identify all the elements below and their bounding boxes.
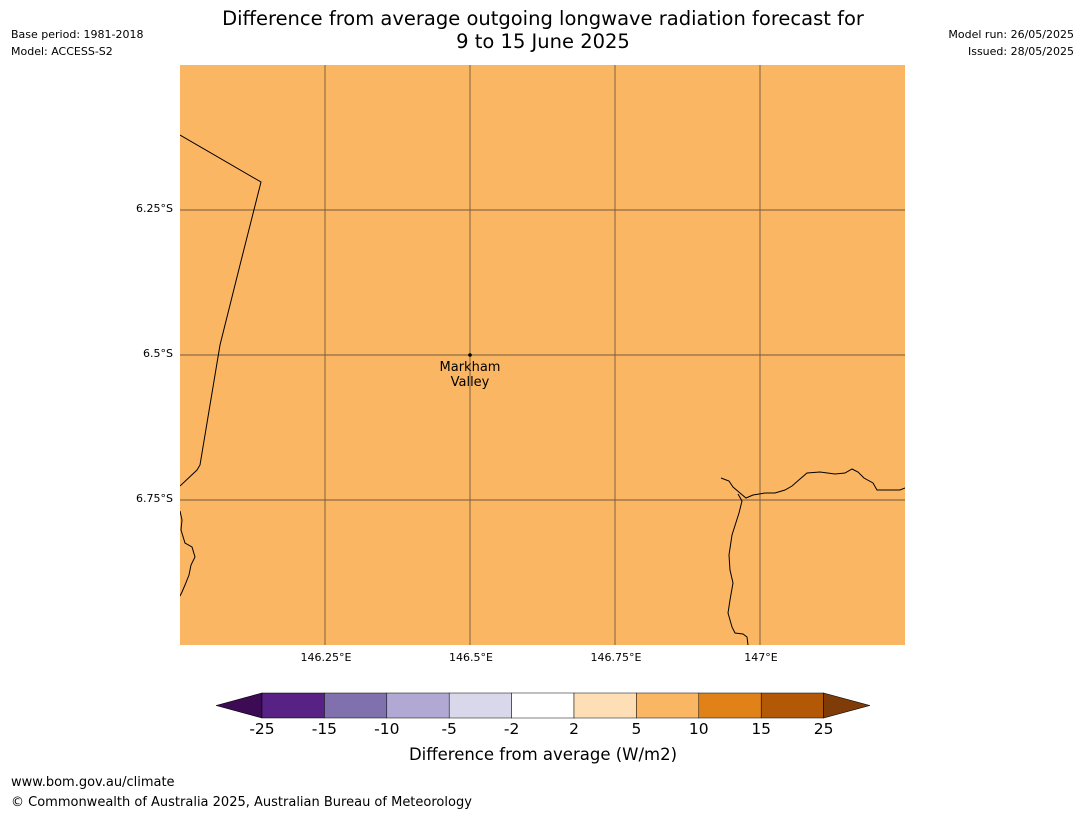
model-text: Model: ACCESS-S2 [11, 45, 113, 58]
lat-label-6-5s: 6.5°S [143, 347, 173, 360]
colorbar-segment [511, 692, 575, 719]
map-title: Difference from average outgoing longwav… [180, 7, 906, 53]
colorbar-segment [448, 692, 512, 719]
colorbar-segment [261, 692, 325, 719]
model-run-text: Model run: 26/05/2025 [948, 28, 1074, 41]
lon-label-146-25e: 146.25°E [300, 651, 352, 664]
colorbar-tick-label: 10 [688, 720, 709, 738]
colorbar-tick-label: -25 [249, 720, 275, 738]
lat-label-6-25s: 6.25°S [136, 202, 173, 215]
colorbar [216, 692, 870, 719]
lat-label-6-75s: 6.75°S [136, 492, 173, 505]
map-svg [180, 65, 905, 645]
coastline-east [720, 468, 905, 499]
colorbar-tick-label: -5 [441, 720, 457, 738]
colorbar-segment [386, 692, 450, 719]
title-line-1: Difference from average outgoing longwav… [222, 7, 864, 30]
colorbar-label: Difference from average (W/m2) [408, 745, 678, 764]
colorbar-tick-label: -10 [374, 720, 400, 738]
place-name-line-2: Valley [450, 375, 490, 390]
place-name-line-1: Markham [439, 360, 501, 375]
meta-right: Model run: 26/05/2025 Issued: 28/05/2025 [948, 26, 1074, 60]
base-period-text: Base period: 1981-2018 [11, 28, 144, 41]
title-line-2: 9 to 15 June 2025 [456, 30, 630, 53]
meta-left: Base period: 1981-2018 Model: ACCESS-S2 [11, 26, 143, 60]
colorbar-arrow-low [216, 692, 263, 719]
place-marker [468, 353, 472, 357]
river-east [727, 493, 749, 645]
map-area[interactable] [180, 65, 905, 645]
footer-copyright: © Commonwealth of Australia 2025, Austra… [11, 795, 472, 810]
colorbar-segments [216, 692, 870, 719]
colorbar-tick-label: -2 [503, 720, 520, 738]
place-label-markham-valley: Markham Valley [440, 360, 501, 390]
colorbar-tick-label: 2 [569, 720, 579, 738]
colorbar-segment [636, 692, 700, 719]
lon-label-146-5e: 146.5°E [449, 651, 493, 664]
colorbar-segment [760, 692, 824, 719]
coastline-west [180, 510, 196, 597]
graticule [180, 65, 905, 645]
colorbar-tick-label: 15 [751, 720, 772, 738]
colorbar-segment [324, 692, 388, 719]
colorbar-segment [573, 692, 637, 719]
colorbar-arrow-high [823, 692, 870, 719]
coastlines [180, 134, 905, 645]
colorbar-segment [698, 692, 762, 719]
colorbar-tick-label: 5 [631, 720, 642, 738]
lon-label-146-75e: 146.75°E [590, 651, 642, 664]
colorbar-tick-label: -15 [311, 720, 338, 738]
footer-url[interactable]: www.bom.gov.au/climate [11, 775, 175, 790]
lon-label-147e: 147°E [744, 651, 778, 664]
provincial-border [180, 134, 262, 487]
issued-text: Issued: 28/05/2025 [967, 45, 1074, 58]
colorbar-tick-label: 25 [813, 720, 834, 738]
